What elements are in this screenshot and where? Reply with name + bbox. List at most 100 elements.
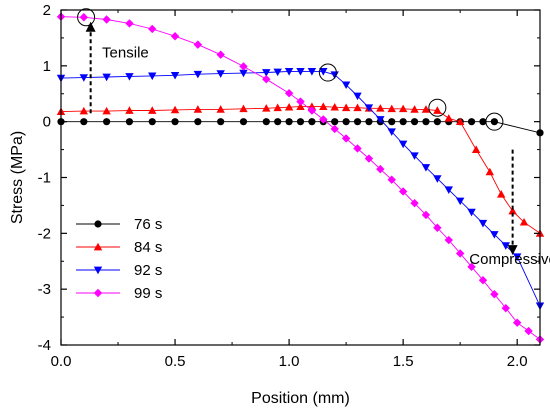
data-point <box>364 154 374 163</box>
legend: 76 s 84 s 92 s 99 s <box>76 216 162 302</box>
data-point <box>125 19 134 28</box>
data-point <box>273 103 282 112</box>
data-point <box>490 289 499 299</box>
data-point <box>376 164 385 174</box>
data-point <box>444 186 453 194</box>
data-point <box>296 68 305 76</box>
data-point <box>330 102 339 111</box>
y-tick-label: 1 <box>43 58 51 75</box>
data-point <box>519 217 529 226</box>
series-line <box>60 106 541 234</box>
data-point <box>217 118 225 126</box>
legend-marker <box>93 288 103 298</box>
data-point <box>353 103 362 112</box>
data-point <box>193 70 203 79</box>
data-point <box>262 69 271 77</box>
legend-marker <box>94 220 102 228</box>
data-point <box>193 105 203 113</box>
data-point <box>148 106 157 114</box>
data-point <box>421 210 431 220</box>
data-point <box>125 118 134 126</box>
data-point <box>353 92 362 101</box>
data-point <box>296 102 305 110</box>
data-point <box>512 253 522 261</box>
data-point <box>467 118 476 126</box>
data-point <box>398 187 408 196</box>
series-3 <box>56 12 545 344</box>
data-point <box>478 219 488 228</box>
data-point <box>433 118 441 126</box>
data-point <box>388 118 396 126</box>
data-point <box>102 73 111 82</box>
x-tick-label: 1.5 <box>393 353 414 370</box>
highlight-circle <box>318 63 337 82</box>
data-point <box>398 140 408 149</box>
data-point <box>433 223 442 232</box>
highlight-circle <box>428 98 447 117</box>
annotation-label: Tensile <box>102 44 149 61</box>
annotation-label: Compressive <box>469 251 550 268</box>
legend-marker <box>93 266 103 275</box>
data-point <box>444 114 453 122</box>
data-point <box>421 105 431 113</box>
data-point <box>170 71 180 80</box>
data-point <box>307 102 317 110</box>
data-point <box>296 97 305 106</box>
legend-entry: 76 s <box>76 216 162 233</box>
axes-layer: 0.0 0.5 1.0 1.5 2.0 -4 -3 -2 -1 0 1 2 <box>38 2 540 370</box>
data-point <box>341 134 351 143</box>
data-point <box>497 190 506 198</box>
data-point <box>319 115 328 124</box>
data-point <box>399 118 407 126</box>
data-point <box>239 62 248 71</box>
data-point <box>330 124 339 134</box>
data-point <box>102 106 111 115</box>
data-point <box>80 118 88 126</box>
data-point <box>478 276 488 285</box>
data-point <box>79 13 89 22</box>
data-point <box>79 74 89 82</box>
legend-entry: 92 s <box>76 262 162 279</box>
data-point <box>284 88 294 98</box>
data-point <box>284 68 294 76</box>
data-point <box>216 70 225 78</box>
data-point <box>410 152 419 160</box>
x-tick-label: 2.0 <box>507 353 528 370</box>
data-point <box>239 69 248 78</box>
data-point <box>508 206 517 215</box>
data-point <box>319 102 328 110</box>
data-point <box>262 118 270 126</box>
y-tick-label: 2 <box>43 2 51 19</box>
data-point <box>307 106 317 115</box>
y-tick-label: 0 <box>43 114 51 131</box>
data-point <box>490 231 499 239</box>
series-layer <box>56 12 545 344</box>
data-point <box>422 118 430 126</box>
data-point <box>501 242 510 250</box>
data-point <box>341 103 351 112</box>
series-line <box>60 16 541 340</box>
data-point <box>170 32 180 41</box>
data-point <box>148 72 157 81</box>
legend-label: 76 s <box>134 216 162 233</box>
data-point <box>376 116 385 124</box>
data-point <box>342 118 350 126</box>
data-point <box>273 68 282 77</box>
data-point <box>148 24 157 34</box>
annotation-layer: Tensile Compressive <box>85 21 550 268</box>
data-point <box>170 105 180 114</box>
data-point <box>512 318 522 327</box>
data-point <box>353 144 362 153</box>
data-point <box>490 118 498 126</box>
x-tick-label: 0.0 <box>51 353 72 370</box>
data-point <box>103 118 111 126</box>
y-tick-label: -2 <box>38 225 51 242</box>
legend-entry: 99 s <box>76 285 162 302</box>
data-point <box>239 118 248 126</box>
data-point <box>239 104 248 113</box>
data-point <box>171 118 179 126</box>
data-point <box>387 104 396 113</box>
data-point <box>376 104 385 112</box>
